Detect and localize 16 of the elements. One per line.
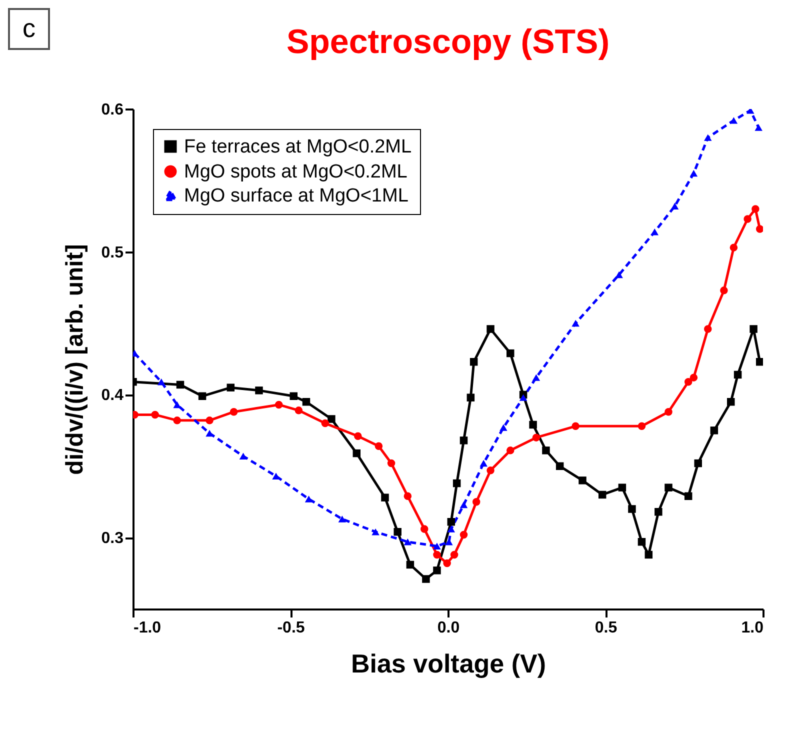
- y-tick-label: 0.6: [101, 102, 124, 118]
- y-tick-label: 0.4: [101, 387, 124, 404]
- legend-label: MgO spots at MgO<0.2ML: [184, 162, 408, 182]
- x-tick-label: 0.5: [594, 620, 618, 636]
- legend-label: MgO surface at MgO<1ML: [184, 186, 408, 206]
- legend-label: Fe terraces at MgO<0.2ML: [184, 136, 412, 158]
- x-tick-label: -1.0: [134, 620, 162, 636]
- x-tick-label: -0.5: [277, 620, 305, 636]
- chart-title: Spectroscopy (STS): [286, 23, 610, 61]
- x-tick-label: 0.0: [437, 620, 460, 636]
- y-tick-label: 0.5: [101, 244, 124, 262]
- text: c: [22, 13, 36, 43]
- x-axis-title: Bias voltage (V): [350, 648, 546, 678]
- x-tick-label: 1.0: [741, 620, 764, 636]
- y-axis-title: di/dv/((i/v) [arb. unit]: [61, 244, 88, 475]
- y-tick-label: 0.3: [101, 530, 124, 548]
